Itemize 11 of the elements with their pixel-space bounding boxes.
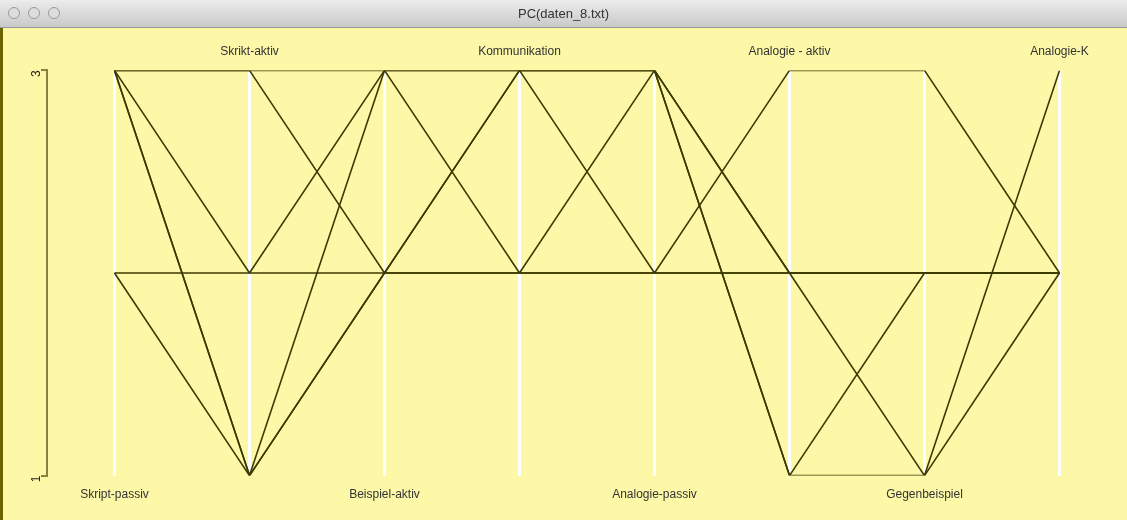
- x-tick-label: Analogie - aktiv: [748, 43, 831, 58]
- y-tick-label: 3: [29, 70, 44, 78]
- x-tick-label: Analogie-K: [1030, 43, 1089, 58]
- x-tick-label: Skrikt-aktiv: [220, 43, 279, 58]
- y-tick-label: 1: [29, 475, 44, 483]
- x-tick-label: Kommunikation: [478, 43, 561, 58]
- x-tick-label: Skript-passiv: [80, 487, 149, 502]
- chart-title: PC(daten_8.txt): [516, 6, 610, 21]
- x-tick-label: Analogie-passiv: [612, 487, 697, 502]
- x-tick-label: Gegenbeispiel: [886, 487, 963, 502]
- x-tick-label: Beispiel-aktiv: [349, 487, 420, 502]
